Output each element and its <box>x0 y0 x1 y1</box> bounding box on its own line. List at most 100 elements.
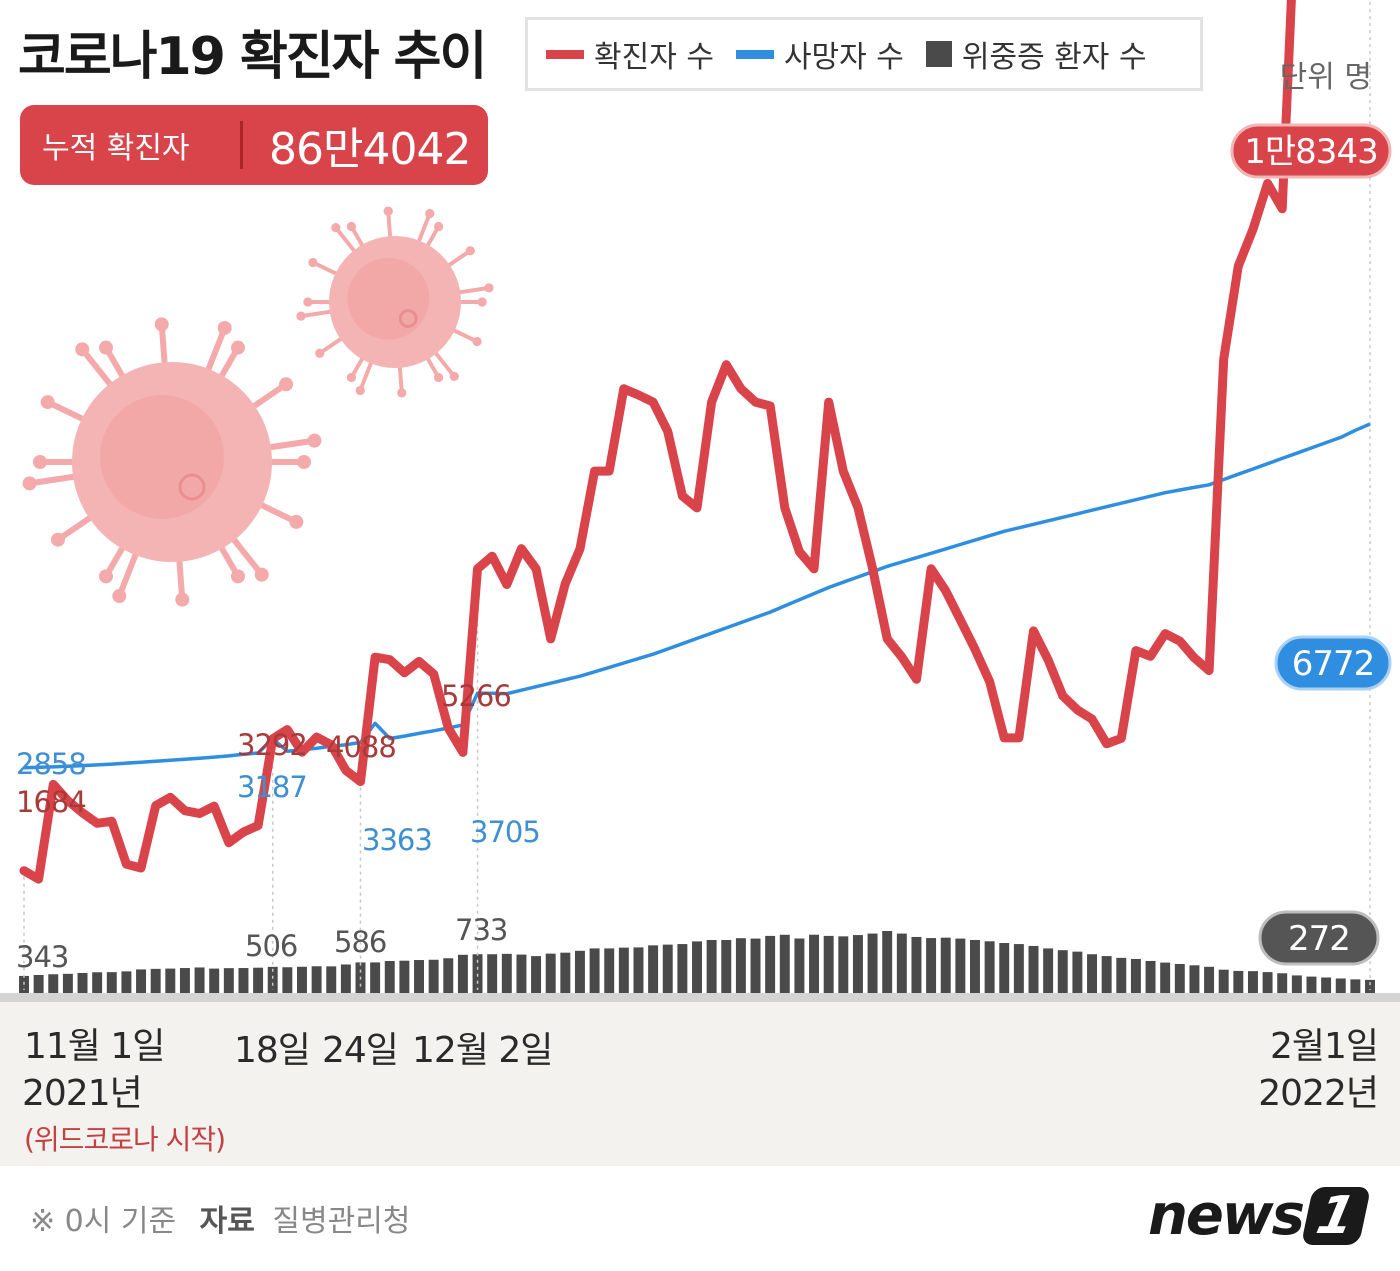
virus-spike-tip <box>308 257 318 268</box>
deaths-end-pill-bg <box>1274 635 1392 691</box>
deaths-end-pill: 6772 <box>1274 635 1392 691</box>
virus-texture <box>347 257 430 340</box>
cases-series-line <box>19 0 1296 884</box>
virus-spike <box>158 321 168 371</box>
severe-bar <box>326 966 337 995</box>
legend-swatch-deaths <box>735 49 774 59</box>
severe-bar <box>62 973 73 995</box>
severe-bar <box>1350 979 1361 995</box>
severe-bar <box>1145 960 1156 995</box>
virus-illustration-small <box>296 206 494 398</box>
severe-bar <box>384 960 395 995</box>
virus-spike-tip <box>99 340 113 355</box>
x-tick-label-end: 2월1일 <box>1269 1026 1379 1067</box>
x-axis-baseline <box>0 993 1400 1002</box>
severe-bar <box>560 952 571 995</box>
virus-spike-tip <box>433 372 444 383</box>
cumulative-divider <box>240 121 243 169</box>
severe-end-pill-bg <box>1258 910 1380 966</box>
severe-bar <box>179 968 190 995</box>
severe-bar <box>1277 973 1288 995</box>
severe-bar <box>604 948 615 995</box>
severe-bar <box>721 940 732 995</box>
virus-spike-tip <box>33 455 47 469</box>
virus-spike <box>116 547 141 600</box>
virus-spike <box>44 399 90 424</box>
virus-spike-tip <box>472 336 482 347</box>
virus-spike <box>432 349 457 379</box>
logo-wordmark: news <box>1148 1183 1305 1248</box>
virus-spike-tip <box>231 340 245 355</box>
legend-item-deaths: 사망자 수 <box>735 32 904 76</box>
virus-spike-tip <box>355 385 365 396</box>
cases-end-pill-text: 1만8343 <box>1244 132 1377 172</box>
virus-spike <box>449 327 480 344</box>
cumulative-value: 86만4042 <box>269 124 471 175</box>
severe-bar <box>999 943 1010 995</box>
severe-bar <box>1247 971 1258 995</box>
cases-data-label: 1684 <box>16 785 86 819</box>
severe-bar <box>589 948 600 995</box>
legend-swatch-cases <box>546 49 584 59</box>
severe-bar <box>487 954 498 995</box>
severe-bar <box>297 966 307 995</box>
severe-bar <box>970 940 980 995</box>
legend-label-cases: 확진자 수 <box>594 40 714 75</box>
virus-spike <box>79 346 116 391</box>
severe-bar <box>809 934 820 995</box>
severe-data-label: 506 <box>245 929 297 963</box>
severe-bar <box>1365 979 1375 995</box>
virus-spike-tip <box>315 348 325 358</box>
severe-bar <box>692 941 702 995</box>
virus-spike-tip <box>449 371 459 381</box>
severe-bar <box>765 935 776 995</box>
legend-swatch-severe <box>925 41 952 67</box>
severe-end-pill-text: 272 <box>1288 919 1350 959</box>
severe-bar <box>706 940 717 995</box>
severe-bar <box>238 968 249 995</box>
legend-item-severe: 위중증 환자 수 <box>925 32 1147 76</box>
severe-bar <box>984 941 995 995</box>
unit-label: 단위 명 <box>1279 60 1372 95</box>
severe-bar <box>19 975 29 995</box>
x-tick-label-start: 11월 1일 <box>24 1026 165 1067</box>
virus-spot <box>398 309 418 328</box>
cumulative-badge: 누적 확진자 86만4042 <box>20 105 488 185</box>
virus-spike-tip <box>307 433 322 448</box>
virus-spike <box>54 512 97 543</box>
virus-spike <box>228 533 265 578</box>
severe-bar <box>1043 948 1054 995</box>
virus-spike-tip <box>40 395 55 410</box>
virus-spike-tip <box>297 455 311 469</box>
virus-spike-tip <box>112 589 127 604</box>
severe-bar <box>545 953 556 995</box>
deaths-data-label: 3363 <box>362 823 432 857</box>
severe-bar <box>340 964 351 995</box>
virus-spike-tip <box>99 569 113 584</box>
severe-bar <box>852 935 863 995</box>
severe-bar <box>209 968 220 995</box>
severe-bar <box>1013 944 1024 995</box>
chart-legend: 확진자 수 사망자 수 위중증 환자 수 <box>525 17 1203 91</box>
severe-bar <box>574 950 585 995</box>
severe-bar <box>1218 969 1229 995</box>
virus-spike <box>203 324 228 377</box>
severe-bar <box>267 966 278 995</box>
virus-spike-tip <box>397 388 407 398</box>
cases-end-pill-bg <box>1230 123 1392 179</box>
virus-spike <box>299 309 335 319</box>
virus-spike-tip <box>383 206 393 216</box>
severe-bar <box>940 937 951 995</box>
severe-bar <box>677 944 688 995</box>
virus-spike <box>386 209 393 242</box>
footer-source-label: 자료 <box>199 1204 255 1239</box>
severe-bar <box>516 954 527 995</box>
severe-bar <box>1072 951 1083 995</box>
virus-spike <box>262 437 318 451</box>
virus-spike <box>176 553 186 603</box>
virus-spike-tip <box>279 377 294 392</box>
virus-spot <box>178 473 206 501</box>
virus-spike <box>310 260 341 277</box>
virus-texture <box>100 395 224 519</box>
